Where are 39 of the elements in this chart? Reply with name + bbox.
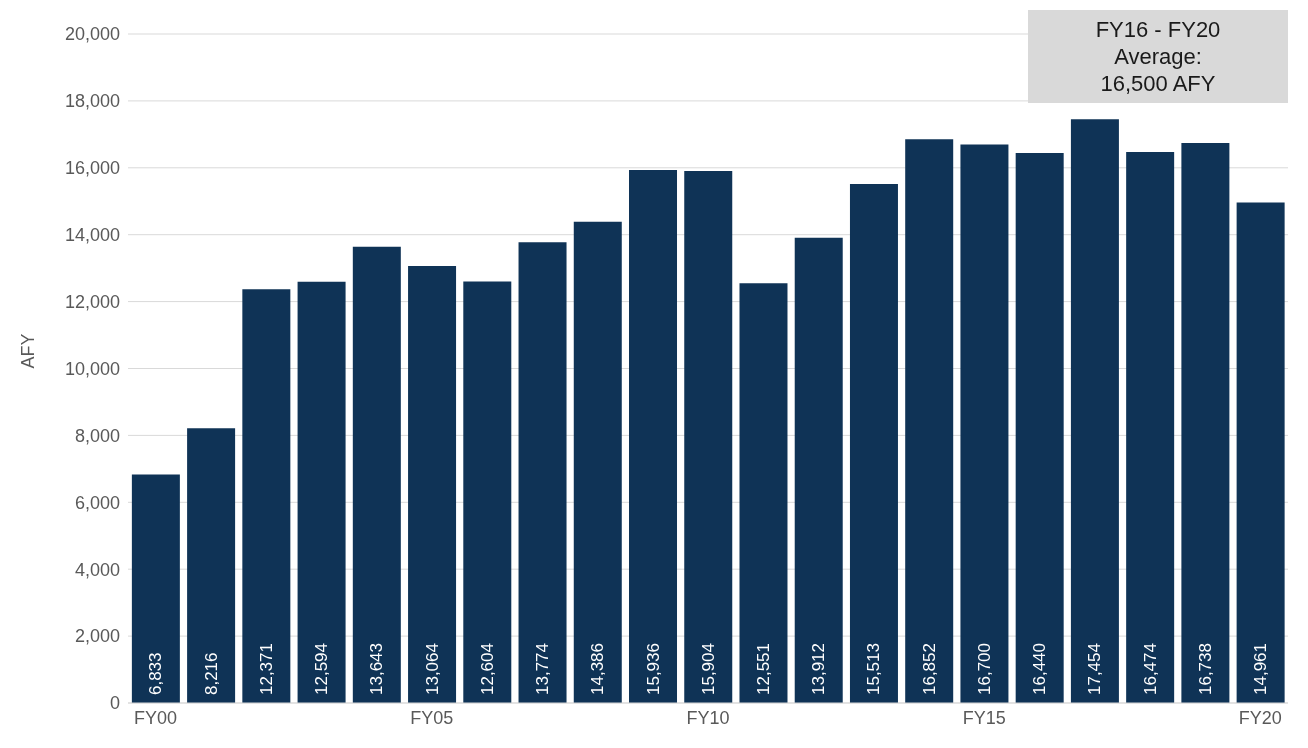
data-label: 16,738	[1195, 643, 1215, 695]
note-box: FY16 - FY20 Average: 16,500 AFY	[1028, 10, 1288, 103]
data-label: 12,594	[312, 643, 332, 695]
y-tick-label: 10,000	[64, 358, 120, 379]
data-label: 15,513	[864, 643, 884, 695]
y-tick-label: 4,000	[74, 559, 120, 580]
y-axis-title: AFY	[18, 333, 39, 369]
x-tick-label: FY20	[1238, 707, 1282, 728]
data-label: 12,371	[256, 643, 276, 695]
y-tick-label: 8,000	[74, 425, 120, 446]
data-label: 15,904	[698, 643, 718, 695]
x-tick-label: FY15	[962, 707, 1006, 728]
data-label: 8,216	[201, 652, 221, 695]
data-label: 12,551	[753, 643, 773, 695]
data-label: 13,774	[533, 643, 553, 695]
y-tick-label: 0	[109, 693, 120, 714]
data-label: 6,833	[146, 652, 166, 695]
data-label: 13,643	[367, 643, 387, 695]
y-tick-label: 14,000	[64, 225, 120, 246]
y-tick-label: 12,000	[64, 291, 120, 312]
data-label: 14,386	[588, 643, 608, 695]
data-label: 16,700	[974, 643, 994, 695]
y-tick-label: 16,000	[64, 158, 120, 179]
y-tick-label: 18,000	[64, 91, 120, 112]
data-label: 14,961	[1251, 643, 1271, 695]
data-label: 15,936	[643, 643, 663, 695]
data-label: 16,440	[1030, 643, 1050, 695]
x-tick-label: FY10	[686, 707, 730, 728]
y-tick-label: 2,000	[74, 626, 120, 647]
x-tick-label: FY00	[134, 707, 178, 728]
data-label: 17,454	[1085, 643, 1105, 695]
y-tick-label: 6,000	[74, 492, 120, 513]
data-label: 13,912	[809, 643, 829, 695]
data-label: 12,604	[477, 643, 497, 695]
x-tick-label: FY05	[410, 707, 454, 728]
data-label: 16,852	[919, 643, 939, 695]
y-tick-label: 20,000	[64, 24, 120, 45]
data-label: 16,474	[1140, 643, 1160, 695]
data-label: 13,064	[422, 643, 442, 695]
